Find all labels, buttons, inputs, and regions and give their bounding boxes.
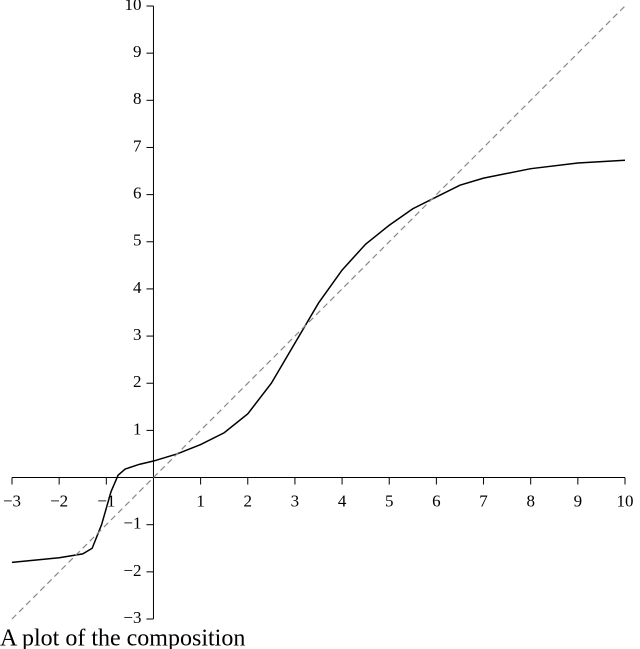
x-tick-label: 5 <box>385 491 394 510</box>
y-tick-label: −3 <box>123 608 141 627</box>
x-tick-label: 3 <box>291 491 300 510</box>
x-tick-label: 9 <box>574 491 583 510</box>
curve <box>11 159 626 564</box>
x-tick-label: −1 <box>97 491 115 510</box>
y-tick-label: 10 <box>124 0 141 14</box>
x-tick-label: 2 <box>244 491 253 510</box>
y-tick-label: −1 <box>123 514 141 533</box>
y-tick-label: 4 <box>133 278 142 297</box>
x-tick-label: −3 <box>3 491 21 510</box>
y-tick-label: 3 <box>133 325 142 344</box>
x-tick-label: −2 <box>50 491 68 510</box>
x-tick-label: 6 <box>432 491 441 510</box>
y-tick-label: 6 <box>133 184 142 203</box>
x-tick-label: 4 <box>338 491 347 510</box>
y-tick-label: 1 <box>133 419 142 438</box>
y-tick-label: 5 <box>133 231 142 250</box>
y-tick-label: 7 <box>133 136 142 155</box>
y-tick-label: −2 <box>123 561 141 580</box>
x-tick-label: 7 <box>479 491 488 510</box>
y-tick-label: 2 <box>133 372 142 391</box>
x-tick-label: 10 <box>617 491 634 510</box>
y-tick-label: 9 <box>133 42 142 61</box>
x-tick-label: 8 <box>526 491 535 510</box>
y-tick-label: 8 <box>133 89 142 108</box>
caption: A plot of the composition <box>0 626 245 649</box>
x-tick-label: 1 <box>196 491 205 510</box>
curve <box>11 5 626 620</box>
